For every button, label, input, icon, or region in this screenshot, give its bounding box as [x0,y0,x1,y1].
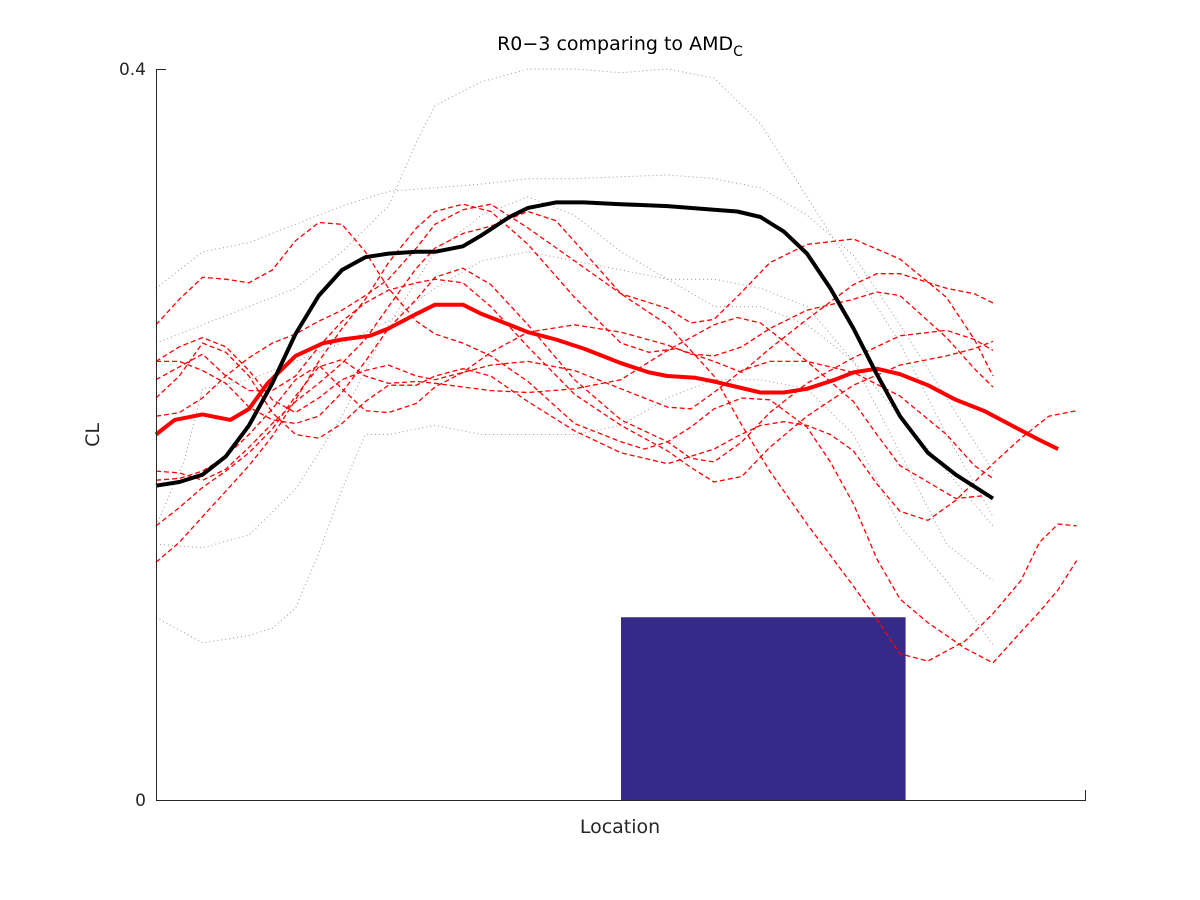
y-axis-label: CL [82,423,104,447]
chart-title-main: R0−3 comparing to AMD [497,33,733,55]
dashed-red-line-2 [155,221,1078,664]
chart-title-subscript: C [733,44,743,60]
dotted-gray-line-4 [155,196,994,549]
dashed-red-line-8 [155,203,994,417]
mean-red-line [154,302,1059,451]
y-ticks: 00.4 [119,60,166,811]
dashed-red-line-10 [155,316,994,527]
dotted-gray-line-5 [155,251,994,582]
chart-title: R0−3 comparing to AMDC [497,33,743,60]
mean-black-line [155,200,995,501]
dashed-red-line-6 [155,336,994,479]
dotted-gray-line-3 [155,379,994,645]
y-tick-label: 0.4 [119,60,146,80]
dotted-gray-line-1 [155,174,994,472]
dotted-gray-series [155,68,994,645]
dashed-red-line-1 [155,278,994,483]
axes [156,69,1086,801]
y-tick-label: 0 [135,791,146,811]
dashed-red-line-7 [155,342,1077,522]
highlight-bar [621,617,906,800]
dashed-red-line-4 [155,203,994,563]
dashed-red-line-3 [155,210,1077,662]
dashed-red-line-9 [155,291,994,481]
dotted-gray-line-2 [155,68,994,517]
dashed-red-series [155,203,1078,664]
x-axis-label: Location [580,816,660,838]
